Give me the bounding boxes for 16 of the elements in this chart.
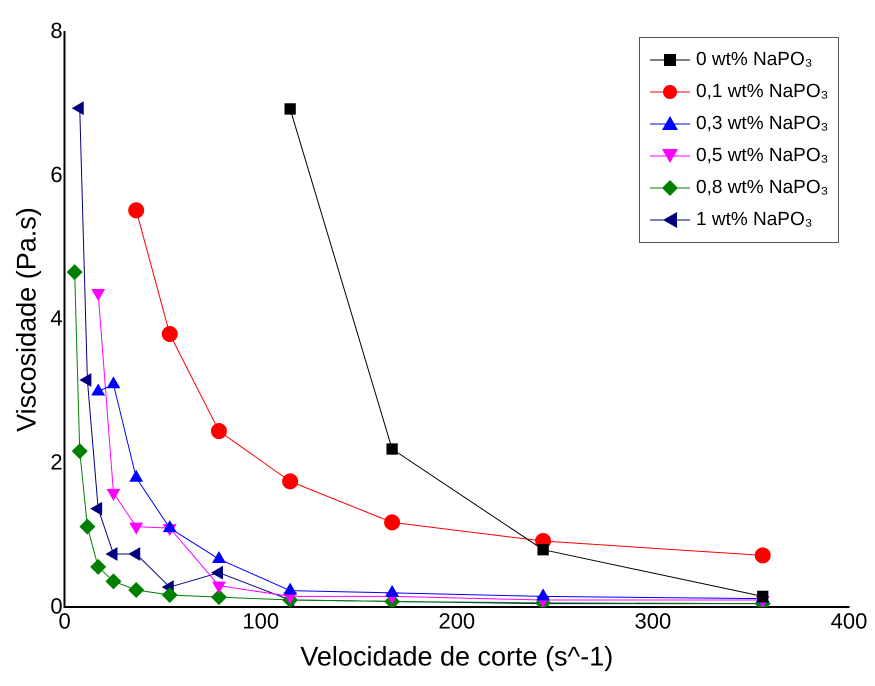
x-tick-label: 100 <box>242 608 280 634</box>
y-tick-label: 4 <box>50 306 63 331</box>
x-axis-title: Velocidade de corte (s^-1) <box>300 641 614 672</box>
legend-label: 0,5 wt% NaPO₃ <box>696 145 828 167</box>
x-tick-label: 300 <box>634 608 672 634</box>
legend-label: 0 wt% NaPO₃ <box>696 49 812 71</box>
legend-label: 1 wt% NaPO₃ <box>696 209 812 231</box>
y-tick-label: 6 <box>50 162 63 187</box>
legend-label: 0,8 wt% NaPO₃ <box>696 177 828 199</box>
y-axis-title: Viscosidade (Pa.s) <box>12 207 42 432</box>
legend-label: 0,1 wt% NaPO₃ <box>696 81 828 103</box>
legend-label: 0,3 wt% NaPO₃ <box>696 113 828 135</box>
y-tick-label: 8 <box>50 18 63 44</box>
x-tick-label: 200 <box>438 608 476 634</box>
x-tick-label: 400 <box>830 608 868 634</box>
y-tick-label: 2 <box>50 449 63 474</box>
